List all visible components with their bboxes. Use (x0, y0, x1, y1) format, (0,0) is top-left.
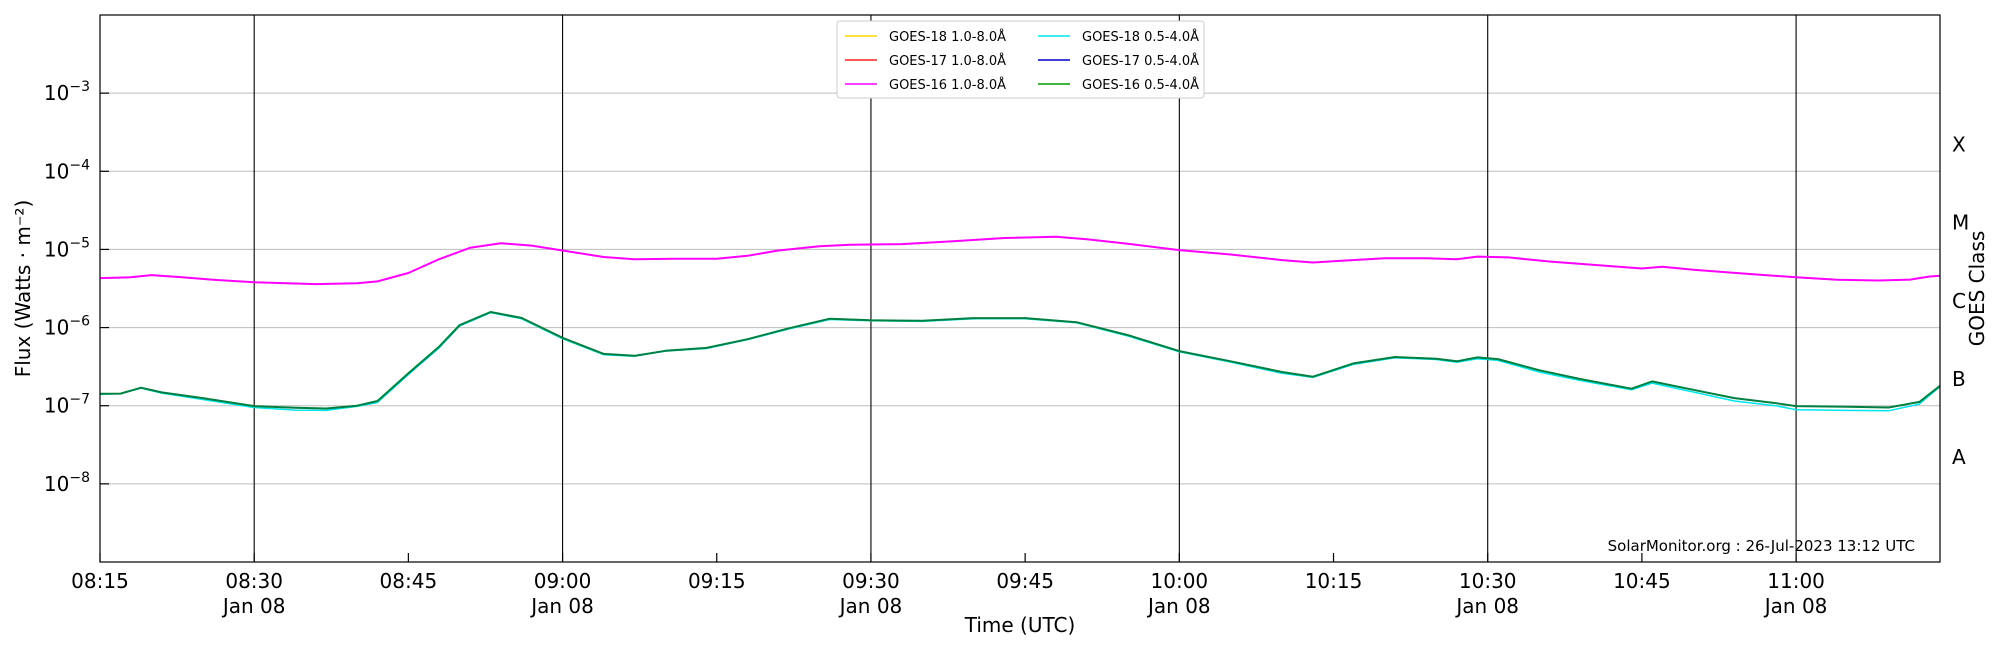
legend-label: GOES-16 0.5-4.0Å (1082, 77, 1199, 93)
y-tick-label: 10−4 (44, 157, 90, 183)
legend-label: GOES-17 0.5-4.0Å (1082, 53, 1199, 69)
credit-text: SolarMonitor.org : 26-Jul-2023 13:12 UTC (1608, 537, 1915, 555)
y-tick-exponent: −4 (69, 157, 90, 173)
goes-class-label: B (1952, 367, 1966, 391)
y-tick-exponent: −3 (69, 79, 90, 95)
x-tick-date-label: Jan 08 (1763, 594, 1828, 618)
x-tick-date-label: Jan 08 (221, 594, 286, 618)
x-tick-label: 09:15 (688, 569, 746, 593)
x-tick-date-label: Jan 08 (1454, 594, 1519, 618)
y-tick-base: 10 (44, 316, 69, 340)
y-tick-exponent: −7 (69, 392, 90, 408)
y-axis-title: Flux (Watts · m⁻²) (11, 200, 35, 378)
y-tick-label: 10−6 (44, 314, 90, 340)
goes-class-label: C (1952, 289, 1966, 313)
legend-label: GOES-18 0.5-4.0Å (1082, 29, 1199, 45)
legend-box (836, 20, 1205, 99)
y-axis-ticks: 10−810−710−610−510−410−3 (44, 79, 109, 496)
plot-frame (99, 14, 1941, 563)
y-tick-exponent: −6 (69, 314, 90, 330)
y-tick-label: 10−7 (44, 392, 90, 418)
legend: GOES-18 1.0-8.0Å GOES-17 1.0-8.0Å GOES-16 … (836, 20, 1205, 99)
series-line (99, 235, 1941, 286)
y-tick-label: 10−5 (44, 235, 90, 261)
x-tick-label: 08:45 (380, 569, 438, 593)
legend-label: GOES-17 1.0-8.0Å (889, 53, 1006, 69)
goes-class-label: M (1952, 211, 1969, 235)
x-tick-label: 09:45 (996, 569, 1054, 593)
x-tick-label: 11:00 (1767, 569, 1825, 593)
goes-class-label: X (1952, 133, 1966, 157)
x-tick-date-label: Jan 08 (529, 594, 594, 618)
x-tick-label: 10:00 (1151, 569, 1209, 593)
y-tick-base: 10 (44, 237, 69, 261)
x-tick-label: 08:30 (225, 569, 283, 593)
x-tick-label: 09:30 (842, 569, 900, 593)
y-tick-label: 10−3 (44, 79, 90, 105)
goes-class-axis-title: GOES Class (1965, 231, 1989, 347)
x-tick-date-label: Jan 08 (1146, 594, 1211, 618)
y-tick-base: 10 (44, 81, 69, 105)
y-tick-base: 10 (44, 394, 69, 418)
horizontal-grid (100, 92, 1940, 485)
legend-label: GOES-18 1.0-8.0Å (889, 29, 1006, 45)
y-tick-exponent: −5 (69, 235, 90, 251)
y-tick-base: 10 (44, 159, 69, 183)
x-tick-label: 10:30 (1459, 569, 1517, 593)
legend-label: GOES-16 1.0-8.0Å (889, 77, 1006, 93)
x-tick-label: 09:00 (534, 569, 592, 593)
series-line (99, 311, 1941, 410)
x-tick-date-label: Jan 08 (838, 594, 903, 618)
flux-series (99, 235, 1941, 412)
x-tick-label: 10:45 (1613, 569, 1671, 593)
goes-class-label: A (1952, 445, 1966, 469)
y-tick-label: 10−8 (44, 470, 90, 496)
goes-class-labels: X M C B A (1952, 133, 1969, 470)
y-tick-base: 10 (44, 472, 69, 496)
x-tick-label: 08:15 (71, 569, 129, 593)
day-marker-lines (253, 15, 1797, 562)
y-tick-exponent: −8 (69, 470, 90, 486)
x-tick-label: 10:15 (1305, 569, 1363, 593)
x-axis-title: Time (UTC) (964, 613, 1076, 637)
